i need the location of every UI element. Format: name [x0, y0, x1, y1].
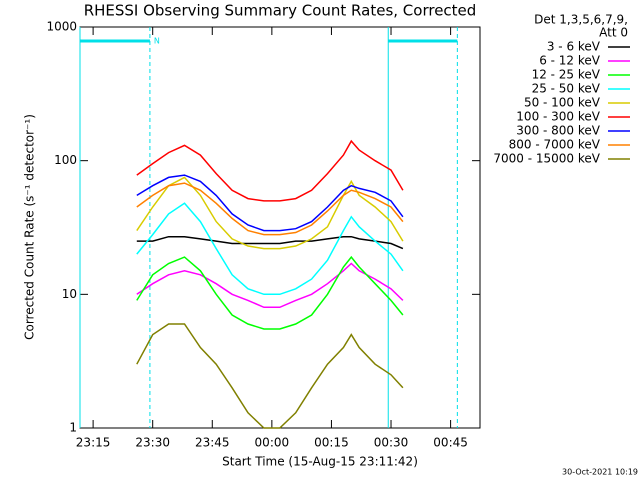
y-tick-label: 100 — [54, 153, 77, 167]
series-line — [136, 176, 404, 250]
legend-label: 800 - 7000 keV — [509, 138, 601, 152]
x-tick-label: 23:30 — [135, 436, 170, 450]
y-tick-label: 1 — [69, 421, 77, 435]
x-tick-label: 00:30 — [374, 436, 409, 450]
night-label: N — [154, 37, 160, 46]
series-line — [136, 323, 404, 429]
legend-label: 12 - 25 keV — [532, 68, 601, 82]
legend-label: 7000 - 15000 keV — [493, 152, 600, 166]
series-line — [136, 235, 404, 250]
legend-label: 6 - 12 keV — [539, 54, 601, 68]
x-tick-label: 23:45 — [195, 436, 230, 450]
x-tick-label: 00:45 — [433, 436, 468, 450]
y-tick-label: 1000 — [46, 20, 77, 34]
y-tick-label: 10 — [62, 287, 77, 301]
series-line — [136, 182, 404, 236]
plot-frame — [79, 26, 481, 429]
legend-label: 25 - 50 keV — [532, 82, 601, 96]
legend-label: 50 - 100 keV — [524, 96, 601, 110]
legend-label: 100 - 300 keV — [516, 110, 600, 124]
x-axis-label: Start Time (15-Aug-15 23:11:42) — [222, 455, 418, 469]
series-line — [136, 139, 404, 202]
legend-label: 3 - 6 keV — [547, 40, 601, 54]
series-line — [136, 202, 404, 296]
series-line — [136, 255, 404, 330]
y-axis-label: Corrected Count Rate (s⁻¹ detector⁻¹) — [23, 114, 37, 340]
legend-header: Det 1,3,5,6,7,9, — [534, 13, 628, 27]
x-tick-label: 00:00 — [255, 436, 290, 450]
x-tick-label: 23:15 — [76, 436, 111, 450]
chart-title: RHESSI Observing Summary Count Rates, Co… — [84, 2, 477, 20]
legend-header: Att 0 — [599, 26, 628, 40]
series-line — [136, 174, 404, 232]
x-tick-label: 00:15 — [314, 436, 349, 450]
series-line — [136, 262, 404, 309]
legend-label: 300 - 800 keV — [516, 124, 600, 138]
footer: 30-Oct-2021 10:19 — [562, 468, 638, 477]
